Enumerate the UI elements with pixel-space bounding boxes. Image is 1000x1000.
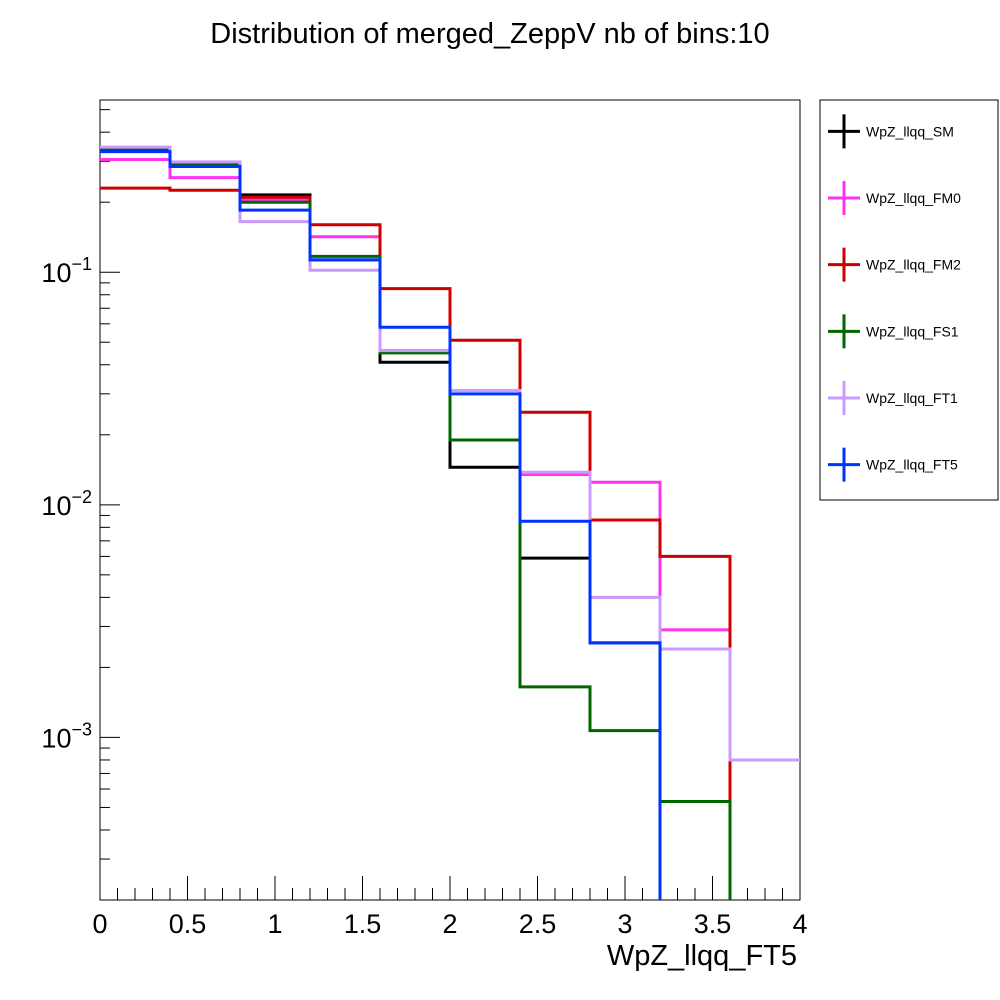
legend: WpZ_llqq_SM WpZ_llqq_FM0 WpZ_llqq_FM2 WpZ_l… [819, 99, 999, 501]
histogram-WpZ_llqq_FT5 [100, 150, 662, 900]
x-axis-label: WpZ_llqq_FT5 [607, 940, 797, 972]
y-tick-exponent: −3 [71, 719, 92, 739]
chart-title: Distribution of merged_ZeppV nb of bins:… [210, 18, 769, 50]
x-tick-label: 3.5 [694, 909, 732, 939]
legend-entry: WpZ_llqq_FM0 [828, 181, 961, 215]
y-tick-label: 10−1 [41, 254, 92, 288]
x-tick-label: 0.5 [169, 909, 207, 939]
x-tick-label: 0 [92, 909, 107, 939]
legend-label: WpZ_llqq_FT5 [866, 457, 958, 473]
histogram-group [100, 145, 800, 900]
x-tick-label: 3 [617, 909, 632, 939]
y-tick-base: 10 [41, 723, 71, 753]
y-tick-label: 10−3 [41, 719, 92, 753]
x-tick-label: 2.5 [519, 909, 557, 939]
legend-label: WpZ_llqq_FM2 [866, 257, 961, 273]
y-tick-exponent: −1 [71, 254, 92, 274]
y-tick-label: 10−2 [41, 487, 92, 521]
legend-entry: WpZ_llqq_FT1 [828, 381, 958, 415]
x-tick-label: 2 [442, 909, 457, 939]
legend-entry: WpZ_llqq_SM [828, 114, 954, 149]
y-tick-base: 10 [41, 258, 71, 288]
x-tick-label: 1.5 [344, 909, 382, 939]
y-tick-base: 10 [41, 491, 71, 521]
legend-entry: WpZ_llqq_FS1 [828, 314, 959, 349]
legend-entry: WpZ_llqq_FM2 [828, 247, 961, 282]
x-tick-label: 4 [792, 909, 807, 939]
legend-entry: WpZ_llqq_FT5 [828, 447, 958, 482]
legend-label: WpZ_llqq_SM [866, 123, 954, 139]
x-tick-label: 1 [267, 909, 282, 939]
legend-label: WpZ_llqq_FM0 [866, 190, 961, 206]
y-tick-exponent: −2 [71, 487, 92, 507]
legend-label: WpZ_llqq_FS1 [866, 323, 959, 339]
plot-area: 10−110−210−30 0.5 1 1.5 2 2.5 3 3.5 4 [41, 99, 808, 939]
legend-box [819, 99, 999, 501]
legend-label: WpZ_llqq_FT1 [866, 390, 958, 406]
